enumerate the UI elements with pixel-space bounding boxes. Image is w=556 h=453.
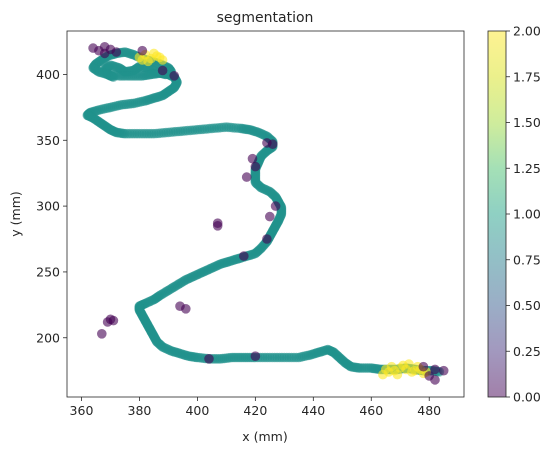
data-point-segment-2: [155, 53, 165, 63]
data-point-segment-0: [158, 66, 168, 76]
data-point-segment-0: [239, 251, 249, 261]
data-point-segment-0: [169, 71, 179, 81]
plot-frame: [67, 31, 464, 397]
data-point-segment-2: [393, 370, 403, 380]
data-point-segment-0: [181, 304, 191, 314]
x-tick-label: 380: [128, 403, 152, 418]
colorbar-tick-label: 0.25: [513, 344, 541, 359]
data-point-segment-0: [419, 362, 429, 372]
data-point-segment-0: [439, 366, 449, 376]
data-point-segment-0: [204, 354, 214, 364]
data-point-segment-0: [109, 316, 119, 326]
chart-title: segmentation: [217, 10, 314, 26]
x-axis-label: x (mm): [242, 429, 287, 444]
x-tick-label: 420: [243, 403, 267, 418]
colorbar-tick-label: 0.75: [513, 252, 541, 267]
x-tick-label: 400: [185, 403, 209, 418]
colorbar-ticks: 0.00 0.25 0.50 0.75 1.00 1.25 1.50 1.75 2.00: [506, 24, 541, 405]
colorbar-tick-label: 0.00: [513, 390, 541, 405]
data-point-segment-2: [138, 55, 148, 65]
x-tick-label: 460: [359, 403, 383, 418]
data-point-segment-0: [268, 139, 278, 149]
data-point-segment-0: [262, 234, 272, 244]
data-point-segment-0: [251, 351, 261, 361]
x-axis-ticks: 360 380 400 420 440 460 480: [70, 397, 442, 418]
data-point-segment-0: [430, 365, 440, 375]
data-point-segment-0: [100, 42, 110, 52]
x-tick-label: 360: [70, 403, 94, 418]
x-tick-label: 440: [301, 403, 325, 418]
colorbar-tick-label: 1.00: [513, 207, 541, 222]
colorbar-tick-label: 2.00: [513, 24, 541, 39]
data-point-segment-0: [251, 162, 261, 172]
data-point-segment-2: [381, 365, 391, 375]
data-point-segment-0: [265, 212, 275, 222]
data-point-segment-0: [242, 172, 252, 182]
colorbar: [488, 31, 506, 397]
data-point-segment-0: [271, 201, 281, 211]
data-points: [83, 42, 449, 385]
y-tick-label: 200: [36, 330, 60, 345]
y-tick-label: 300: [36, 199, 60, 214]
y-tick-label: 250: [36, 264, 60, 279]
x-tick-label: 480: [417, 403, 441, 418]
colorbar-tick-label: 1.75: [513, 69, 541, 84]
data-point-segment-0: [138, 46, 148, 56]
colorbar-tick-label: 0.50: [513, 298, 541, 313]
data-point-segment-0: [112, 47, 122, 57]
data-point-segment-0: [213, 221, 223, 231]
y-axis-label: y (mm): [8, 191, 23, 236]
colorbar-tick-label: 1.50: [513, 115, 541, 130]
colorbar-tick-label: 1.25: [513, 161, 541, 176]
y-tick-label: 400: [36, 67, 60, 82]
data-point-segment-0: [97, 329, 107, 339]
y-axis-ticks: 200 250 300 350 400: [36, 67, 67, 345]
y-tick-label: 350: [36, 133, 60, 148]
